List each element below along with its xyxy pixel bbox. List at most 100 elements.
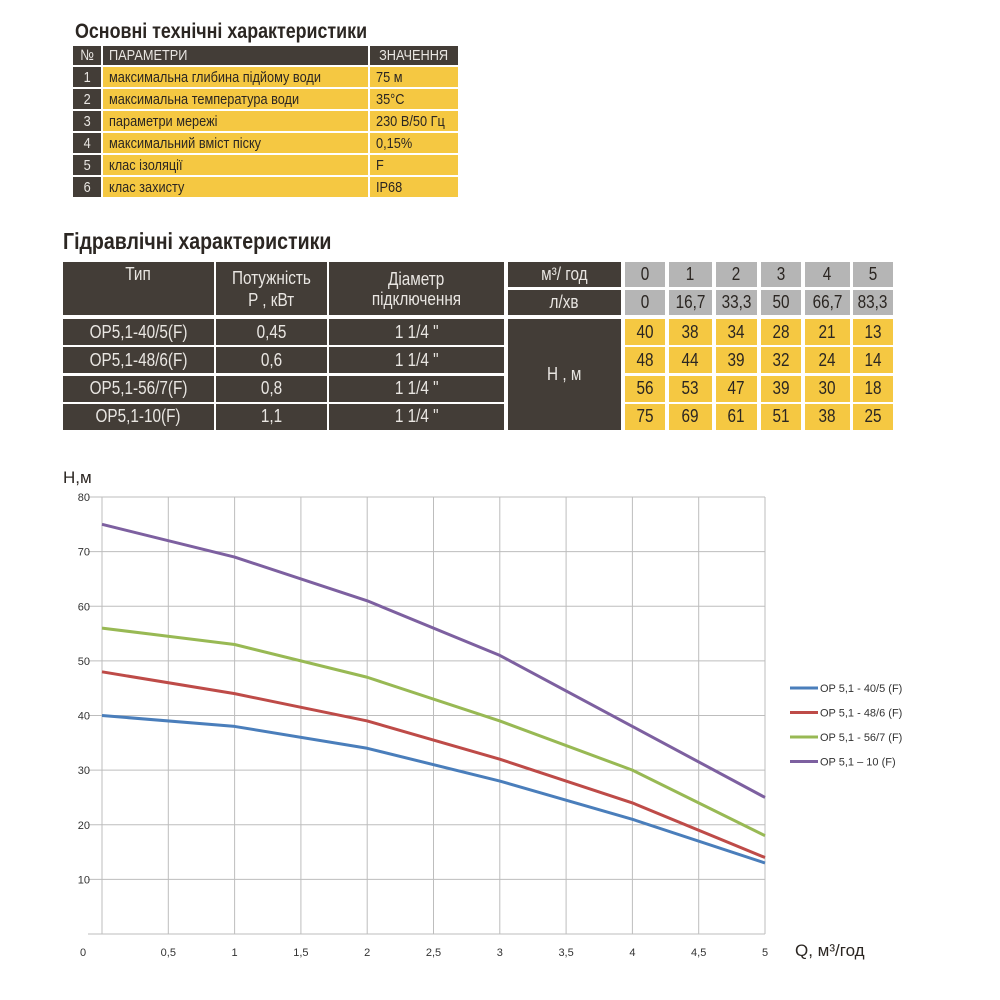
row-param: максимальний вміст піску (103, 133, 368, 153)
x-tick-label: 2,5 (426, 947, 441, 959)
y-tick-label: 50 (78, 656, 90, 668)
hydraulic-title: Гідравлічні характеристики (63, 228, 332, 254)
head-cell-text: 48 (636, 349, 654, 370)
row-num-text: 3 (83, 112, 91, 130)
y-tick-label: 40 (78, 711, 90, 723)
head-cell-text: 14 (864, 349, 882, 370)
header-num-text: № (80, 47, 94, 64)
x-tick-label: 0,5 (161, 947, 176, 959)
header-diameter-text: Діаметр (388, 268, 445, 289)
pump-power-text: 0,8 (260, 378, 283, 399)
pump-diameter-text: 1 1/4 " (394, 349, 439, 370)
head-cell: 69 (669, 403, 712, 430)
head-cell: 30 (805, 375, 850, 402)
pump-diameter: 1 1/4 " (329, 319, 504, 345)
x-tick-label: 5 (762, 947, 768, 959)
header-diameter: Діаметр підключення (329, 262, 504, 315)
head-cell-text: 24 (818, 349, 837, 370)
row-num-text: 5 (83, 156, 91, 174)
head-cell: 53 (669, 375, 712, 402)
header-num: № (73, 46, 101, 65)
flow-m3h-cell-text: 1 (686, 264, 695, 284)
y-tick-label: 60 (78, 601, 90, 613)
head-cell: 25 (853, 403, 893, 430)
flow-lmin-cell-text: 16,7 (675, 292, 706, 312)
row-param: клас захисту (103, 177, 368, 197)
head-cell-text: 53 (681, 378, 700, 399)
head-cell: 14 (853, 347, 893, 374)
pump-type: OP5,1-48/6(F) (63, 347, 214, 374)
row-param-text: максимальна температура води (109, 90, 300, 108)
head-cell-text: 44 (681, 349, 700, 370)
header-unit-head-text: H , м (547, 364, 582, 384)
flow-lmin-cell: 66,7 (805, 290, 850, 315)
header-unit-m3h: м³/ год (508, 262, 621, 287)
x-tick-label: 4 (629, 947, 635, 959)
head-cell: 39 (761, 375, 801, 402)
head-cell: 34 (716, 319, 757, 345)
row-num: 4 (73, 133, 101, 153)
legend-label: OP 5,1 - 56/7 (F) (820, 732, 902, 744)
pump-type: OP5,1-40/5(F) (63, 319, 214, 345)
flow-m3h-cell-text: 0 (640, 264, 650, 284)
head-cell: 44 (669, 347, 712, 374)
x-tick-label: 3,5 (558, 947, 573, 959)
series-line (101, 522, 766, 799)
specs-title: Основні технічні характеристики (75, 20, 368, 43)
series-line (101, 670, 766, 859)
flow-m3h-cell: 2 (716, 262, 757, 287)
row-param: клас ізоляції (103, 155, 368, 175)
pump-diameter: 1 1/4 " (329, 347, 504, 374)
header-unit-head: H , м (508, 319, 621, 430)
row-num: 6 (73, 177, 101, 197)
head-cell: 75 (625, 403, 665, 430)
x-tick-label: 0 (80, 947, 86, 959)
row-value: F (370, 155, 458, 175)
row-param: параметри мережі (103, 111, 368, 131)
head-cell-text: 28 (772, 321, 790, 342)
header-power: Потужність P , кВт (216, 262, 327, 315)
head-cell-text: 38 (681, 321, 700, 342)
head-cell-text: 30 (818, 378, 837, 399)
flow-lmin-cell: 33,3 (716, 290, 757, 315)
header-value: ЗНАЧЕННЯ (370, 46, 458, 65)
head-cell: 32 (761, 347, 801, 374)
pump-power-text: 1,1 (260, 406, 283, 427)
flow-m3h-cell: 1 (669, 262, 712, 287)
flow-lmin-cell-text: 50 (772, 292, 790, 312)
head-cell-text: 51 (772, 406, 790, 427)
row-value-text: IP68 (376, 178, 403, 196)
legend-label: OP 5,1 - 40/5 (F) (820, 683, 902, 695)
head-cell-text: 13 (864, 321, 882, 342)
head-cell-text: 39 (772, 378, 790, 399)
flow-m3h-cell-text: 5 (868, 264, 878, 284)
row-param-text: максимальний вміст піску (109, 134, 262, 152)
y-tick-label: 80 (78, 492, 90, 504)
head-cell: 18 (853, 375, 893, 402)
pump-type: OP5,1-10(F) (63, 403, 214, 430)
flow-lmin-cell-text: 66,7 (812, 292, 843, 312)
flow-m3h-cell-text: 2 (732, 264, 741, 284)
header-diameter-2: підключення (371, 288, 462, 309)
series-line (101, 626, 766, 838)
head-cell-text: 56 (636, 378, 654, 399)
head-cell: 21 (805, 319, 850, 345)
flow-m3h-cell: 5 (853, 262, 893, 287)
x-tick-label: 1,5 (293, 947, 308, 959)
row-num-text: 1 (83, 68, 91, 86)
x-tick-label: 4,5 (691, 947, 706, 959)
pump-diameter-text: 1 1/4 " (394, 406, 439, 427)
header-power-unit: P , кВт (248, 289, 295, 310)
head-cell-text: 39 (727, 349, 746, 370)
head-cell: 61 (716, 403, 757, 430)
pump-diameter-text: 1 1/4 " (394, 321, 439, 342)
y-tick-label: 70 (78, 547, 90, 559)
flow-lmin-cell-text: 83,3 (858, 292, 888, 312)
header-unit-m3h-text: м³/ год (541, 264, 588, 284)
flow-m3h-cell: 4 (805, 262, 850, 287)
pump-power-text: 0,45 (256, 321, 287, 342)
head-cell-text: 47 (727, 378, 746, 399)
head-cell-text: 18 (864, 378, 882, 399)
row-num-text: 4 (83, 134, 91, 152)
head-cell-text: 61 (727, 406, 746, 427)
